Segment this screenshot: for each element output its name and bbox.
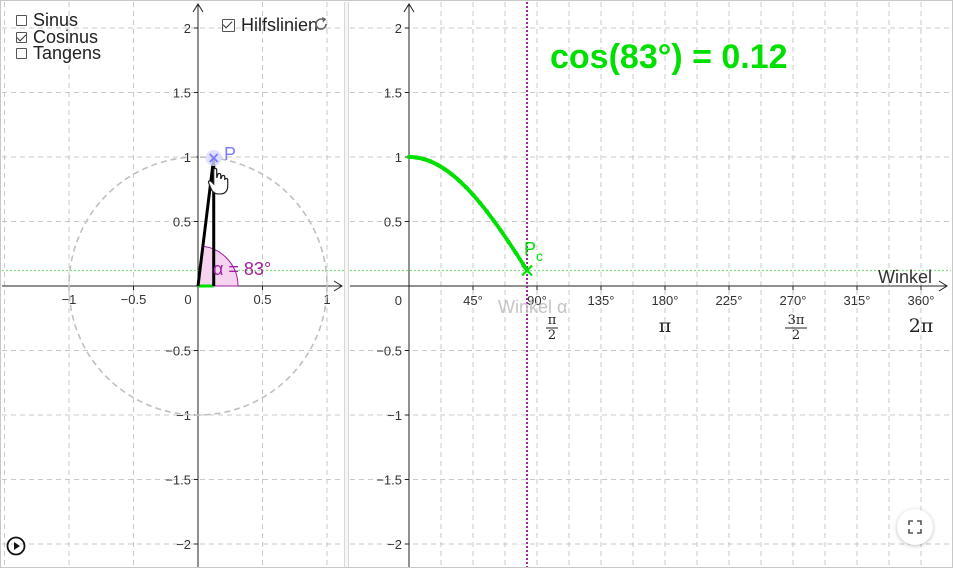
left-y-tick-label: −0.5 (165, 344, 191, 359)
cos-data-point (449, 172, 454, 177)
cos-data-point (413, 155, 419, 160)
cos-formula-text[interactable]: cos(83°) = 0.12 (550, 38, 788, 76)
cos-data-point (520, 261, 525, 266)
right-y-tick-label: −1.5 (376, 473, 402, 488)
right-y-tick-label: 0 (395, 293, 402, 308)
right-x-tick-label: 180° (652, 293, 679, 308)
cosinus-checkbox[interactable]: Cosinus (16, 27, 99, 47)
left-tick-labels: −1 −0.5 0 0.5 121.510.5−0.5−1−1.5−2 (62, 21, 331, 552)
left-y-tick-label: 1 (184, 150, 191, 165)
cos-data-point (421, 156, 426, 162)
left-grid (2, 2, 344, 567)
radius-line (196, 157, 216, 287)
unit-circle (68, 156, 328, 416)
right-y-tick-label: −1 (387, 408, 402, 423)
three-half-pi-den: 2 (792, 328, 800, 343)
right-y-tick-label: −2 (387, 537, 402, 552)
point-pc-label: Pc (524, 239, 543, 264)
sinus-checkbox[interactable]: Sinus (16, 10, 79, 30)
point-p (209, 153, 219, 163)
right-y-tick-label: −0.5 (376, 344, 402, 359)
hilfslinien-label: Hilfslinien (241, 15, 319, 35)
right-y-tick-label: 0.5 (384, 215, 402, 230)
cos-data-point (470, 192, 476, 197)
cosinus-checkbox-box[interactable] (16, 31, 27, 43)
right-x-axis-arrow (938, 280, 948, 292)
view-divider[interactable] (344, 2, 349, 567)
right-y-tick-label: 1.5 (384, 86, 402, 101)
point-p-label: P (224, 144, 236, 164)
cos-data-point (485, 209, 490, 215)
tangens-checkbox[interactable]: Tangens (16, 43, 102, 63)
point-pc (521, 264, 533, 277)
hilfslinien-checkbox[interactable]: Hilfslinien (222, 15, 319, 35)
angle-label[interactable]: α = 83° (213, 259, 271, 279)
left-y-tick-label: −1 (176, 408, 191, 423)
cosine-graph (350, 2, 951, 567)
pi-labels: π2 π 3π2 2π (546, 313, 933, 343)
cosine-graph-view[interactable]: 45° 90° 135° 180° 225° 270° 315° 360° 2 1.5 1 0.5 0 −… (350, 2, 951, 567)
half-pi-num: π (548, 313, 557, 328)
cos-data-point (435, 162, 440, 167)
sinus-checkbox-box[interactable] (16, 14, 27, 26)
tangens-checkbox-box[interactable] (16, 47, 27, 59)
two-pi-label: 2π (909, 315, 934, 337)
hilfslinien-checkbox-box[interactable] (222, 18, 235, 32)
cos-data-point (477, 200, 483, 206)
unit-circle-view[interactable]: −1 −0.5 0 0.5 121.510.5−0.5−1−1.5−2 α = 83° … (2, 2, 344, 567)
cos-data-point (406, 154, 412, 160)
left-x-tick-label: −0.5 (121, 292, 147, 307)
right-y-tick-label: 2 (395, 21, 402, 36)
reset-icon[interactable] (310, 13, 332, 35)
left-x-tick-label: 0.5 (253, 292, 271, 307)
right-y-axis-arrow (403, 3, 415, 13)
left-y-tick-label: 1.5 (173, 86, 191, 101)
half-pi-den: 2 (548, 328, 556, 343)
left-x-tick-label: 0 (184, 292, 191, 307)
left-y-tick-label: −2 (176, 537, 191, 552)
tangens-label: Tangens (33, 43, 102, 63)
left-y-tick-label: −1.5 (165, 473, 191, 488)
cos-data-point (513, 250, 518, 255)
cos-data-point (506, 239, 511, 245)
right-axes (350, 3, 948, 567)
cos-data-point (463, 184, 469, 190)
left-y-tick-label: 0.5 (173, 215, 191, 230)
pi-label: π (659, 315, 672, 337)
right-x-tick-label: 225° (716, 293, 743, 308)
cos-data-point (456, 178, 461, 183)
right-x-tick-label: 315° (844, 293, 871, 308)
cos-data-point (428, 159, 433, 164)
right-x-tick-label: 360° (908, 293, 935, 308)
hand-cursor-icon (207, 167, 229, 195)
left-x-axis-arrow (333, 280, 343, 292)
cosinus-label: Cosinus (33, 27, 99, 47)
sinus-label: Sinus (33, 10, 79, 30)
right-grid (350, 2, 951, 567)
left-y-axis-arrow (192, 3, 204, 13)
winkel-alpha-label: Winkel α (498, 297, 567, 317)
right-x-tick-label: 45° (463, 293, 483, 308)
play-icon[interactable] (6, 536, 26, 556)
three-half-pi-num: 3π (788, 313, 805, 328)
left-geometry (2, 149, 344, 416)
cos-data-point (492, 219, 497, 224)
right-x-tick-label: 135° (588, 293, 615, 308)
right-x-tick-label: 270° (780, 293, 807, 308)
angle-sector (197, 245, 239, 287)
cos-data-point (442, 166, 447, 172)
right-tick-labels: 45° 90° 135° 180° 225° 270° 315° 360° 2 1.5 1 0.5 0 −… (376, 21, 934, 552)
left-y-tick-label: 2 (184, 21, 191, 36)
cos-data-point (499, 229, 504, 234)
fullscreen-icon[interactable] (897, 509, 933, 545)
right-y-tick-label: 1 (395, 150, 402, 165)
x-axis-label: Winkel (878, 267, 932, 287)
right-x-tick-label: 90° (527, 293, 547, 308)
